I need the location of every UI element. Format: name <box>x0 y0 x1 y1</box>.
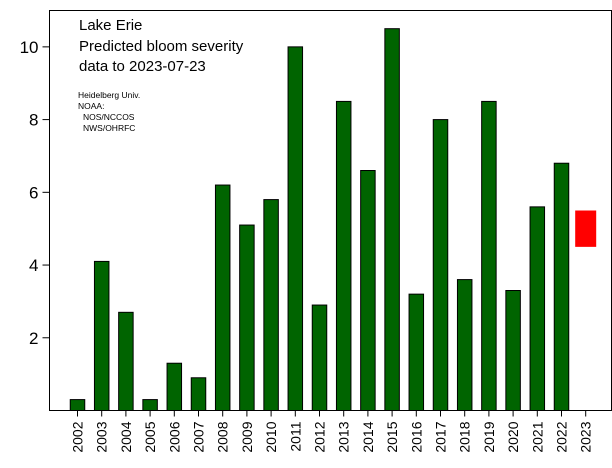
bar-2005 <box>142 399 158 412</box>
forecast-range-2023 <box>575 210 597 247</box>
bar-2020 <box>505 290 521 411</box>
bars-layer <box>69 28 570 412</box>
x-tick-label-2013: 2013 <box>336 421 352 452</box>
bar-2015 <box>384 28 400 411</box>
x-tick-label-2008: 2008 <box>215 421 231 452</box>
bar-2010 <box>263 199 279 411</box>
bar-2018 <box>456 279 473 411</box>
x-tick-label-2023: 2023 <box>578 421 594 452</box>
y-tick-label-4: 4 <box>29 256 38 275</box>
title-line-2: Predicted bloom severity <box>79 38 244 55</box>
bar-2017 <box>432 119 449 411</box>
x-tick-label-2002: 2002 <box>70 421 86 452</box>
y-tick-label-10: 10 <box>20 38 39 57</box>
title-line-3: data to 2023-07-23 <box>79 58 206 75</box>
x-tick-label-2017: 2017 <box>433 421 449 452</box>
x-tick-label-2015: 2015 <box>384 421 400 452</box>
y-axis: 2 4 6 8 10 <box>20 38 50 348</box>
bar-2004 <box>118 311 134 411</box>
bar-2013 <box>335 100 352 411</box>
x-tick-label-2018: 2018 <box>457 421 473 452</box>
x-tick-label-2019: 2019 <box>481 421 497 452</box>
bar-2011 <box>287 46 304 411</box>
x-tick-label-2005: 2005 <box>142 421 158 452</box>
bar-2006 <box>166 362 183 411</box>
bar-2003 <box>93 260 110 411</box>
x-tick-label-2003: 2003 <box>94 421 110 452</box>
credit-heidelberg: Heidelberg Univ. <box>78 90 140 100</box>
x-tick-label-2011: 2011 <box>287 421 303 451</box>
bar-2014 <box>360 170 376 411</box>
x-tick-label-2014: 2014 <box>360 421 376 452</box>
x-tick-label-2006: 2006 <box>166 421 182 452</box>
x-tick-label-2004: 2004 <box>118 421 134 452</box>
x-tick-label-2022: 2022 <box>554 421 570 452</box>
x-tick-label-2021: 2021 <box>529 421 545 452</box>
bar-2008 <box>214 184 231 411</box>
y-tick-label-6: 6 <box>29 183 38 202</box>
title-line-1: Lake Erie <box>79 17 142 34</box>
x-tick-label-2012: 2012 <box>312 421 328 452</box>
bar-2019 <box>481 100 497 411</box>
x-tick-label-2009: 2009 <box>239 421 255 452</box>
x-axis: 2002 2003 2004 2005 2006 2007 2008 2009 2010 2011… <box>70 410 594 453</box>
bar-2022 <box>553 162 570 411</box>
bar-2016 <box>408 293 425 411</box>
credit-nws-ohrfc: NWS/OHRFC <box>83 123 135 133</box>
bar-2021 <box>529 206 546 411</box>
bar-2012 <box>311 304 328 411</box>
bar-2009 <box>239 224 255 411</box>
credit-nos-nccos: NOS/NCCOS <box>83 112 135 122</box>
y-tick-label-8: 8 <box>29 111 38 130</box>
x-tick-label-2010: 2010 <box>263 421 279 452</box>
x-tick-label-2016: 2016 <box>408 421 424 452</box>
bar-2002 <box>69 399 86 412</box>
x-tick-label-2007: 2007 <box>191 421 207 452</box>
x-tick-label-2020: 2020 <box>505 421 521 452</box>
y-tick-label-2: 2 <box>29 329 38 348</box>
bar-2007 <box>190 377 207 412</box>
forecast-layer <box>575 210 597 247</box>
credit-noaa: NOAA: <box>78 101 104 111</box>
